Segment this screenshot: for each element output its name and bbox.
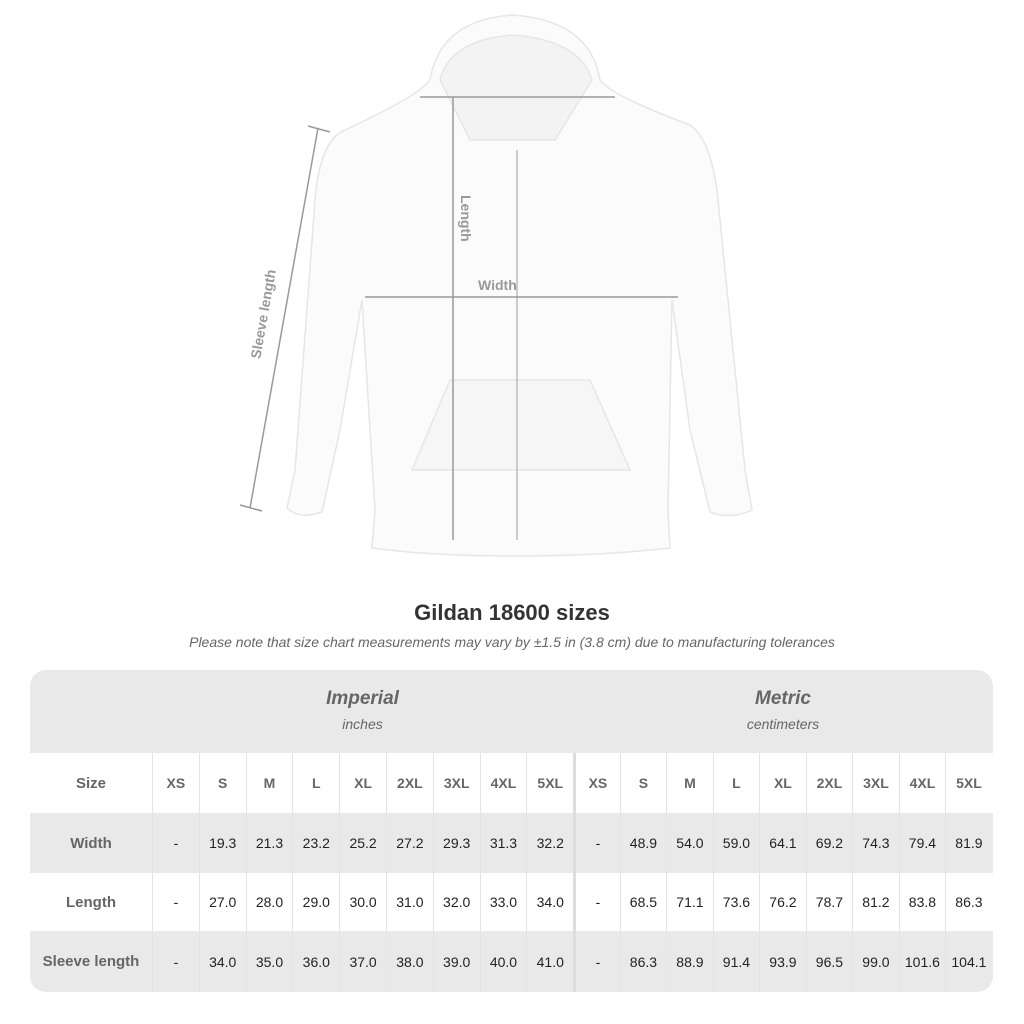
metric-cell: 93.9 — [759, 931, 806, 992]
imperial-cell: 30.0 — [339, 873, 386, 931]
metric-title: Metric — [755, 688, 811, 709]
imperial-cell: 23.2 — [292, 813, 339, 873]
imperial-cell: 40.0 — [479, 931, 527, 992]
metric-cell: XL — [759, 753, 806, 813]
imperial-cell: 29.0 — [292, 873, 339, 931]
measurement-lines — [239, 96, 678, 540]
row-label: Length — [66, 893, 116, 911]
table-row: Width -19.3 21.3 23.2 25.2 27.2 29.3 31.3 32.2-4… — [30, 813, 993, 873]
metric-cell: - — [573, 873, 620, 931]
imperial-cell: 27.2 — [385, 813, 433, 873]
metric-cell: 71.1 — [666, 873, 713, 931]
metric-cell: 78.7 — [805, 873, 853, 931]
imperial-cell: 31.3 — [479, 813, 527, 873]
metric-unit: centimeters — [746, 716, 820, 732]
metric-cell: 88.9 — [666, 931, 713, 992]
metric-cell: 64.1 — [759, 813, 806, 873]
metric-cell: 74.3 — [852, 813, 899, 873]
imperial-cell: XS — [152, 753, 199, 813]
imperial-cell: 29.3 — [432, 813, 480, 873]
metric-cell: M — [666, 753, 713, 813]
table-row: Length -27.0 28.0 29.0 30.0 31.0 32.0 33.0 34.0-… — [30, 873, 993, 931]
imperial-cell: 34.0 — [526, 873, 573, 931]
imperial-cell: 35.0 — [245, 931, 293, 992]
imperial-title: Imperial — [326, 688, 399, 709]
metric-cell: 2XL — [805, 753, 853, 813]
metric-cell: 81.2 — [852, 873, 899, 931]
imperial-cell: 41.0 — [526, 931, 573, 992]
metric-header: Metric centimeters — [573, 670, 993, 753]
sleeve-line — [249, 127, 319, 509]
imperial-cell: - — [152, 813, 199, 873]
imperial-cell: 37.0 — [339, 931, 386, 992]
row-label: Width — [70, 834, 112, 852]
metric-cell: 69.2 — [805, 813, 853, 873]
imperial-unit: inches — [342, 716, 383, 732]
imperial-cell: L — [292, 753, 339, 813]
imperial-cell: 19.3 — [198, 813, 246, 873]
imperial-cell: 34.0 — [198, 931, 246, 992]
tolerance-note: Please note that size chart measurements… — [189, 634, 835, 650]
metric-cell: 5XL — [945, 753, 992, 813]
metric-cell: 91.4 — [712, 931, 760, 992]
imperial-cell: 3XL — [432, 753, 480, 813]
imperial-cell: 31.0 — [385, 873, 433, 931]
metric-cell: L — [712, 753, 760, 813]
metric-cell: 96.5 — [805, 931, 853, 992]
metric-cell: 4XL — [898, 753, 946, 813]
imperial-cell: 27.0 — [198, 873, 246, 931]
metric-cell: 101.6 — [898, 931, 946, 992]
imperial-cell: 2XL — [385, 753, 433, 813]
metric-cell: 79.4 — [898, 813, 946, 873]
metric-cell: XS — [573, 753, 620, 813]
metric-cell: - — [573, 931, 620, 992]
imperial-cell: 39.0 — [432, 931, 480, 992]
metric-cell: 86.3 — [619, 931, 667, 992]
metric-cell: 3XL — [852, 753, 899, 813]
metric-cell: 86.3 — [945, 873, 992, 931]
imperial-cell: M — [245, 753, 293, 813]
row-label: Size — [75, 774, 106, 792]
metric-cell: 76.2 — [759, 873, 806, 931]
metric-cell: 81.9 — [945, 813, 992, 873]
width-label: Width — [478, 277, 517, 293]
metric-cell: 59.0 — [712, 813, 760, 873]
size-table: Imperial inches Metric centimeters Size X… — [30, 670, 993, 992]
hoodie-diagram — [239, 14, 753, 557]
row-label: Sleeve length — [42, 953, 140, 970]
imperial-cell: 28.0 — [245, 873, 293, 931]
imperial-cell: - — [152, 931, 199, 992]
imperial-cell: 4XL — [479, 753, 527, 813]
metric-cell: 104.1 — [945, 931, 992, 992]
hoodie-image — [286, 14, 753, 557]
imperial-header: Imperial inches — [152, 670, 573, 753]
imperial-cell: 38.0 — [385, 931, 433, 992]
imperial-cell: 32.2 — [526, 813, 573, 873]
table-row: Sleeve length -34.0 35.0 36.0 37.0 38.0 39.0 40… — [30, 931, 993, 992]
imperial-cell: - — [152, 873, 199, 931]
imperial-cell: 25.2 — [339, 813, 386, 873]
imperial-cell: 5XL — [526, 753, 573, 813]
imperial-cell: S — [198, 753, 246, 813]
metric-cell: 68.5 — [619, 873, 667, 931]
metric-cell: - — [573, 813, 620, 873]
metric-cell: 54.0 — [666, 813, 713, 873]
metric-cell: 48.9 — [619, 813, 667, 873]
metric-cell: 99.0 — [852, 931, 899, 992]
imperial-cell: 21.3 — [245, 813, 293, 873]
length-label: Length — [458, 195, 474, 242]
size-header-row: Size XS S M L XL 2XL 3XL 4XL 5XL XS S M L XL 2XL 3XL 4XL 5… — [30, 753, 993, 813]
metric-cell: 73.6 — [712, 873, 760, 931]
imperial-cell: 33.0 — [479, 873, 527, 931]
page-title: Gildan 18600 sizes — [414, 600, 610, 625]
imperial-cell: 36.0 — [292, 931, 339, 992]
metric-cell: 83.8 — [898, 873, 946, 931]
metric-cell: S — [619, 753, 667, 813]
imperial-cell: 32.0 — [432, 873, 480, 931]
imperial-cell: XL — [339, 753, 386, 813]
